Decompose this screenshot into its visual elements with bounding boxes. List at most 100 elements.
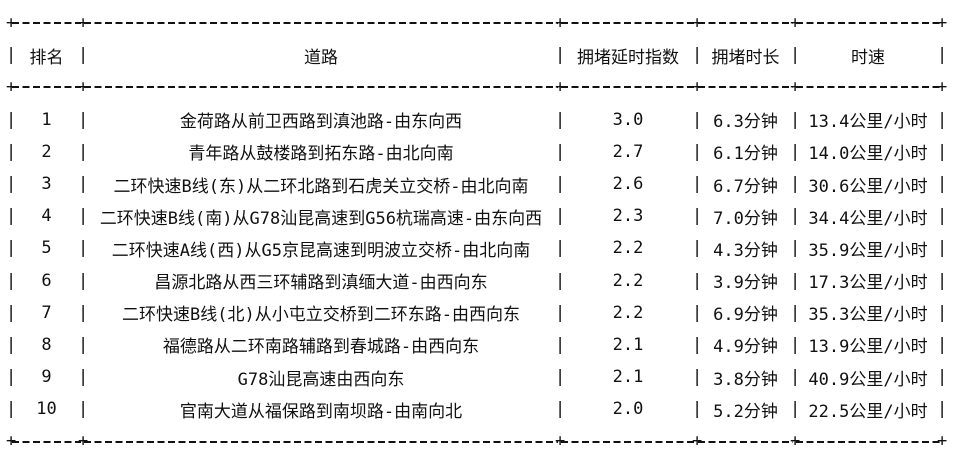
column-separator: |: [790, 238, 801, 259]
column-separator: |: [555, 109, 566, 130]
column-separator: |: [6, 238, 17, 259]
header-rank: 排名: [29, 47, 64, 68]
table-row: | 2 | 青年路从鼓楼路到拓东路-由北向南 | 2.7 | 6.1分钟 | 14.0公里/小时 |: [6, 136, 959, 168]
column-separator: |: [790, 367, 801, 388]
column-separator: |: [78, 399, 89, 420]
column-separator: |: [78, 367, 89, 388]
column-separator: |: [937, 334, 948, 355]
plus-corner-glyph: +: [78, 7, 88, 39]
column-separator: |: [937, 367, 948, 388]
column-separator: |: [937, 45, 948, 66]
column-separator: |: [6, 399, 17, 420]
header-duration: 拥堵时长: [711, 47, 780, 68]
header-road: 道路: [304, 47, 338, 68]
cell-speed: 30.6公里/小时: [808, 176, 928, 197]
dashed-line-segment: [84, 86, 558, 89]
column-separator: |: [790, 302, 801, 323]
column-separator: |: [937, 302, 948, 323]
dashed-line-segment: [561, 22, 695, 25]
column-separator: |: [555, 45, 566, 66]
table-row: | 4 | 二环快速B线(南)从G78汕昆高速到G56杭瑞高速-由东向西 | 2.3 | 7.…: [6, 200, 959, 232]
plus-corner-glyph: +: [555, 71, 565, 103]
cell-road: 官南大道从福保路到南坝路-由南向北: [179, 401, 463, 422]
dashed-line-segment: [561, 440, 695, 443]
column-separator: |: [6, 109, 17, 130]
dashed-line-segment: [698, 86, 793, 89]
table-row: | 1 | 金荷路从前卫西路到滇池路-由东向西 | 3.0 | 6.3分钟 | 13.4公里/小时…: [6, 104, 959, 136]
plus-corner-glyph: +: [555, 7, 565, 39]
column-separator: |: [6, 302, 17, 323]
table-row: | 3 | 二环快速B线(东)从二环北路到石虎关立交桥-由北向南 | 2.6 | 6.7分钟 |…: [6, 168, 959, 200]
plus-corner-glyph: +: [6, 71, 16, 103]
column-separator: |: [692, 45, 703, 66]
column-separator: |: [692, 206, 703, 227]
plus-corner-glyph: +: [692, 71, 702, 103]
column-separator: |: [78, 173, 89, 194]
plus-corner-glyph: +: [937, 431, 948, 452]
column-separator: |: [692, 141, 703, 162]
column-separator: |: [6, 206, 17, 227]
column-separator: |: [78, 206, 89, 227]
dashed-line-segment: [561, 86, 695, 89]
cell-speed: 17.3公里/小时: [808, 273, 928, 294]
column-separator: |: [555, 270, 566, 291]
column-separator: |: [937, 238, 948, 259]
column-separator: |: [790, 173, 801, 194]
column-separator: |: [790, 399, 801, 420]
cell-index: 2.2: [612, 302, 644, 323]
cell-speed: 40.9公里/小时: [808, 369, 928, 390]
table-border-row: + + + + + +: [6, 7, 959, 39]
column-separator: |: [692, 399, 703, 420]
cell-index: 3.0: [612, 109, 644, 130]
cell-index: 2.0: [612, 399, 644, 420]
cell-index: 2.2: [612, 238, 644, 259]
column-separator: |: [6, 173, 17, 194]
cell-index: 2.1: [612, 367, 644, 388]
cell-rank: 4: [41, 206, 52, 227]
cell-index: 2.3: [612, 206, 644, 227]
column-separator: |: [937, 109, 948, 130]
cell-speed: 13.4公里/小时: [808, 112, 928, 133]
dashed-line-segment: [796, 440, 940, 443]
cell-rank: 7: [41, 302, 52, 323]
cell-road: 青年路从鼓楼路到拓东路-由北向南: [188, 144, 454, 165]
cell-road: 二环快速B线(北)从小屯立交桥到二环东路-由西向东: [122, 305, 520, 326]
cell-rank: 10: [36, 399, 57, 420]
dashed-line-segment: [84, 440, 558, 443]
column-separator: |: [937, 141, 948, 162]
cell-index: 2.6: [612, 174, 644, 195]
column-separator: |: [78, 302, 89, 323]
cell-road: G78汕昆高速由西向东: [237, 369, 405, 390]
cell-road: 福德路从二环南路辅路到春城路-由西向东: [162, 337, 480, 358]
column-separator: |: [790, 141, 801, 162]
column-separator: |: [937, 173, 948, 194]
column-separator: |: [6, 367, 17, 388]
column-separator: |: [78, 141, 89, 162]
cell-duration: 6.3分钟: [713, 112, 778, 133]
cell-duration: 5.2分钟: [713, 401, 778, 422]
table-header-row: | 排名 | 道路 | 拥堵延时指数 | 拥堵时长 | 时速 |: [6, 39, 959, 71]
cell-rank: 2: [41, 141, 52, 162]
column-separator: |: [555, 238, 566, 259]
cell-rank: 6: [41, 270, 52, 291]
column-separator: |: [790, 334, 801, 355]
column-separator: |: [937, 399, 948, 420]
column-separator: |: [555, 367, 566, 388]
dashed-line-segment: [698, 22, 793, 25]
column-separator: |: [555, 173, 566, 194]
cell-road: 金荷路从前卫西路到滇池路-由东向西: [179, 112, 463, 133]
cell-rank: 1: [41, 109, 52, 130]
dashed-line-segment: [698, 440, 793, 443]
column-separator: |: [78, 45, 89, 66]
plus-corner-glyph: +: [937, 77, 948, 98]
plus-corner-glyph: +: [790, 7, 800, 39]
header-speed: 时速: [851, 47, 885, 68]
cell-duration: 6.1分钟: [713, 144, 778, 165]
cell-road: 二环快速B线(东)从二环北路到石虎关立交桥-由北向南: [113, 176, 529, 197]
column-separator: |: [555, 302, 566, 323]
cell-road: 二环快速B线(南)从G78汕昆高速到G56杭瑞高速-由东向西: [99, 208, 543, 229]
plus-corner-glyph: +: [555, 425, 565, 457]
cell-road: 二环快速A线(西)从G5京昆高速到明波立交桥-由北向南: [111, 240, 531, 261]
column-separator: |: [6, 334, 17, 355]
plus-corner-glyph: +: [6, 7, 16, 39]
